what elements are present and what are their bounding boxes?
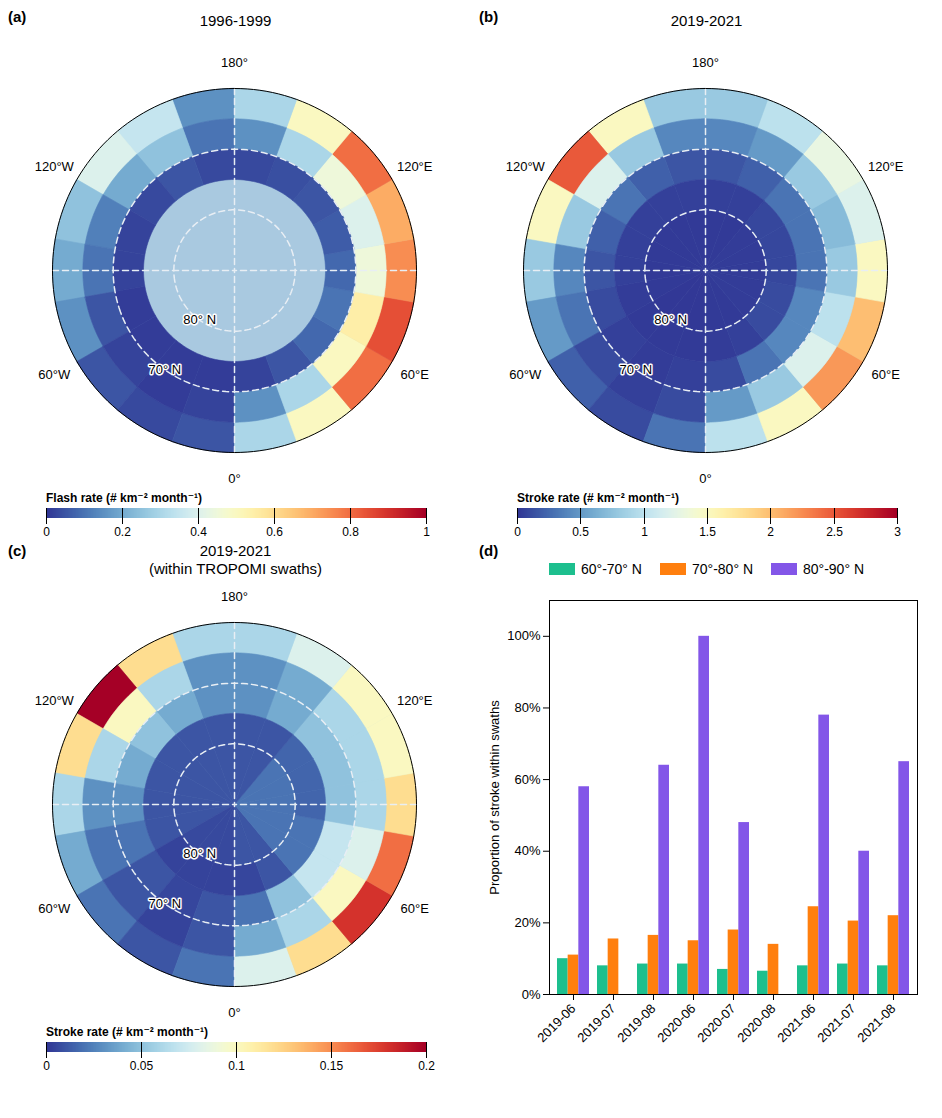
html-text:2019-2021: 2019-2021 <box>670 12 743 29</box>
svg-text:Proportion of stroke within sw: Proportion of stroke within swaths <box>487 700 502 895</box>
html-text:80°-90° N: 80°-90° N <box>803 561 864 577</box>
svg-text:70° N: 70° N <box>149 362 182 377</box>
svg-text:0: 0 <box>43 1059 50 1073</box>
svg-text:70° N: 70° N <box>149 896 182 911</box>
svg-text:2020-08: 2020-08 <box>734 1001 778 1045</box>
svg-text:40%: 40% <box>514 843 540 858</box>
svg-text:80° N: 80° N <box>183 846 216 861</box>
svg-text:0.5: 0.5 <box>572 525 589 539</box>
svg-text:0%: 0% <box>522 987 541 1002</box>
html-text:2019-2021: 2019-2021 <box>199 542 272 559</box>
html-text:(c): (c) <box>8 542 27 559</box>
svg-text:Flash rate (# km⁻² month⁻¹): Flash rate (# km⁻² month⁻¹) <box>46 491 202 505</box>
svg-text:2019-07: 2019-07 <box>574 1001 618 1045</box>
svg-text:180°: 180° <box>221 589 248 604</box>
svg-text:0.8: 0.8 <box>342 525 359 539</box>
svg-text:80° N: 80° N <box>654 312 687 327</box>
svg-text:1.5: 1.5 <box>699 525 716 539</box>
html-text:(within TROPOMI swaths): (within TROPOMI swaths) <box>149 560 322 577</box>
svg-text:2021-08: 2021-08 <box>854 1001 898 1045</box>
svg-text:0°: 0° <box>228 471 240 486</box>
svg-text:20%: 20% <box>514 915 540 930</box>
svg-text:2021-06: 2021-06 <box>774 1001 818 1045</box>
svg-text:60°W: 60°W <box>38 367 71 382</box>
svg-text:2019-08: 2019-08 <box>614 1001 658 1045</box>
html-text:1996-1999: 1996-1999 <box>199 12 272 29</box>
svg-text:180°: 180° <box>692 55 719 70</box>
svg-text:120°W: 120°W <box>506 159 546 174</box>
svg-text:120°E: 120°E <box>397 159 433 174</box>
svg-text:120°E: 120°E <box>868 159 904 174</box>
svg-text:Stroke rate (# km⁻² month⁻¹): Stroke rate (# km⁻² month⁻¹) <box>46 1025 208 1039</box>
svg-text:0: 0 <box>43 525 50 539</box>
svg-text:60°W: 60°W <box>38 901 71 916</box>
svg-text:0.2: 0.2 <box>418 1059 435 1073</box>
svg-text:2.5: 2.5 <box>826 525 843 539</box>
svg-text:180°: 180° <box>221 55 248 70</box>
svg-text:60°E: 60°E <box>401 367 430 382</box>
svg-text:Stroke rate (# km⁻² month⁻¹): Stroke rate (# km⁻² month⁻¹) <box>517 491 679 505</box>
svg-text:2020-07: 2020-07 <box>694 1001 738 1045</box>
svg-text:2020-06: 2020-06 <box>654 1001 698 1045</box>
html-text:(a): (a) <box>8 8 27 25</box>
svg-text:100%: 100% <box>507 628 541 643</box>
svg-text:0: 0 <box>514 525 521 539</box>
svg-text:60°E: 60°E <box>872 367 901 382</box>
html-text:(b): (b) <box>479 8 499 25</box>
svg-text:2019-06: 2019-06 <box>534 1001 578 1045</box>
svg-text:120°E: 120°E <box>397 693 433 708</box>
svg-text:120°W: 120°W <box>35 159 75 174</box>
svg-text:0.4: 0.4 <box>190 525 207 539</box>
svg-text:60°E: 60°E <box>401 901 430 916</box>
svg-text:2021-07: 2021-07 <box>814 1001 858 1045</box>
html-text:(d): (d) <box>479 542 499 559</box>
svg-text:3: 3 <box>894 525 901 539</box>
svg-text:2: 2 <box>767 525 774 539</box>
svg-text:0.05: 0.05 <box>129 1059 153 1073</box>
svg-text:80° N: 80° N <box>183 312 216 327</box>
svg-text:60°W: 60°W <box>509 367 542 382</box>
svg-text:80%: 80% <box>514 700 540 715</box>
svg-text:1: 1 <box>641 525 648 539</box>
svg-text:0.15: 0.15 <box>319 1059 343 1073</box>
svg-text:120°W: 120°W <box>35 693 75 708</box>
html-text:60°-70° N: 60°-70° N <box>581 561 642 577</box>
html-text:70°-80° N: 70°-80° N <box>692 561 753 577</box>
svg-text:70° N: 70° N <box>620 362 653 377</box>
svg-text:60%: 60% <box>514 772 540 787</box>
svg-text:0°: 0° <box>699 471 711 486</box>
svg-text:0.1: 0.1 <box>228 1059 245 1073</box>
svg-text:1: 1 <box>423 525 430 539</box>
svg-text:0.6: 0.6 <box>266 525 283 539</box>
svg-text:0°: 0° <box>228 1005 240 1020</box>
svg-text:0.2: 0.2 <box>114 525 131 539</box>
